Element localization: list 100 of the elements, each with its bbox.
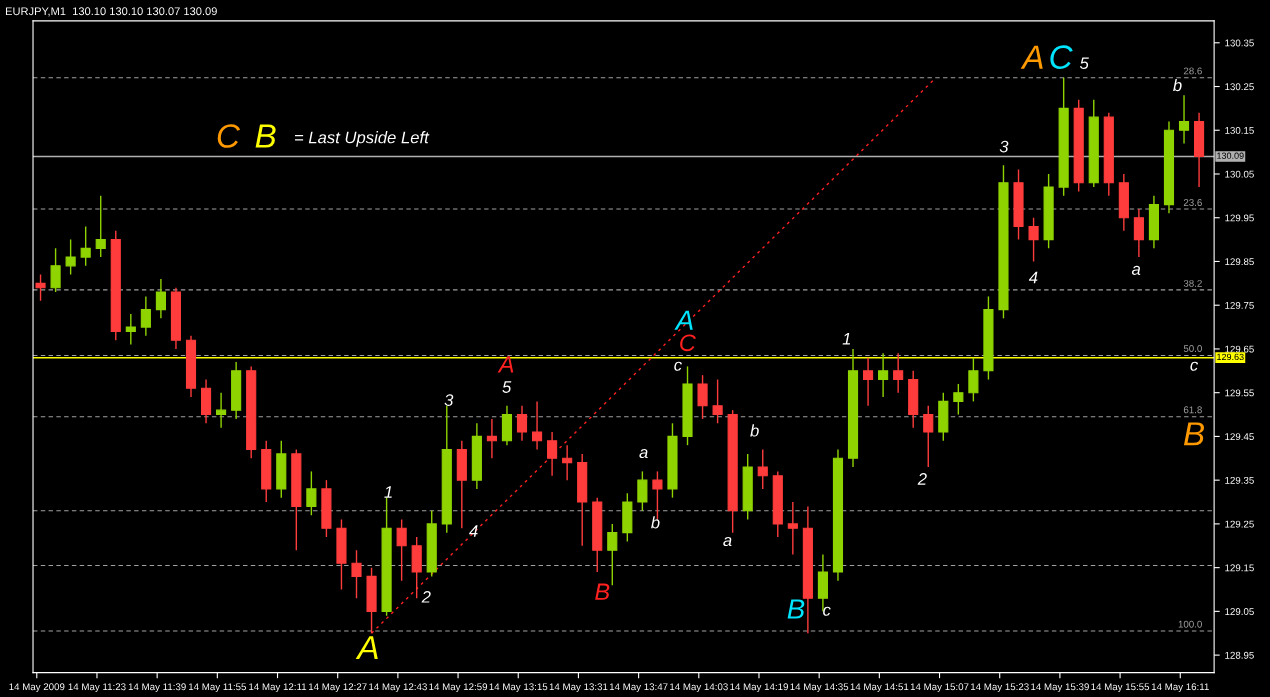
annotation: 5 xyxy=(502,381,512,393)
y-tick-label: 129.45 xyxy=(1225,433,1254,441)
candlestick xyxy=(80,225,91,267)
x-tick-label: 14 May 14:19 xyxy=(730,683,788,693)
annotation: 1 xyxy=(384,486,392,498)
annotation: a xyxy=(723,536,732,547)
candlestick xyxy=(95,195,106,258)
annotation: A xyxy=(497,356,514,373)
candlestick xyxy=(953,383,964,416)
annotation: A xyxy=(674,310,693,330)
annotation: C xyxy=(1050,45,1073,69)
annotation: = Last Upside Left xyxy=(295,131,430,147)
x-tick-label: 14 May 15:55 xyxy=(1091,683,1150,693)
candlestick xyxy=(35,273,46,302)
y-tick-label: 129.25 xyxy=(1225,520,1254,528)
x-tick-label: 14 May 11:39 xyxy=(128,683,186,693)
y-tick-label: 129.65 xyxy=(1225,345,1254,353)
y-tick-label: 130.05 xyxy=(1225,170,1254,178)
candlestick xyxy=(351,549,362,599)
annotation: B xyxy=(255,124,276,148)
annotation: B xyxy=(787,599,805,619)
candlestick xyxy=(893,352,904,394)
x-tick-label: 14 May 14:35 xyxy=(790,683,849,693)
y-tick-label: 130.35 xyxy=(1225,39,1254,47)
x-tick-label: 14 May 13:15 xyxy=(489,683,548,693)
candlestick xyxy=(140,295,151,337)
x-tick-label: 14 May 11:55 xyxy=(188,683,247,693)
x-tick-label: 14 May 15:39 xyxy=(1031,683,1089,693)
annotation: b xyxy=(651,516,660,529)
x-tick-label: 14 May 12:11 xyxy=(249,683,307,693)
annotation: 50.0 xyxy=(1183,345,1202,352)
y-tick-label: 129.15 xyxy=(1225,564,1254,572)
x-tick-label: 14 May 13:31 xyxy=(549,683,608,693)
candlestick xyxy=(697,374,708,420)
candlestick xyxy=(712,378,723,424)
annotation: c xyxy=(823,606,831,616)
chart-title: EURJPY,M1 130.10 130.10 130.07 130.09 xyxy=(5,7,217,17)
x-tick-label: 14 May 12:43 xyxy=(369,683,427,693)
y-tick-label: 128.95 xyxy=(1225,651,1254,659)
candlestick xyxy=(1028,217,1039,263)
annotation: A xyxy=(355,636,378,660)
annotation: 28.6 xyxy=(1183,67,1202,75)
x-tick-label: 14 May 11:23 xyxy=(68,683,126,693)
annotation: A xyxy=(1020,45,1043,69)
x-tick-label: 14 May 14:51 xyxy=(850,683,909,693)
annotation: 4 xyxy=(1028,271,1038,284)
ref-line-label: 130.09 xyxy=(1217,152,1244,159)
candlestick xyxy=(516,405,528,442)
annotation: c xyxy=(674,361,682,371)
candlestick xyxy=(923,405,934,468)
candlestick xyxy=(787,501,798,556)
candlestick xyxy=(562,444,573,481)
x-tick-label: 14 May 12:27 xyxy=(308,683,367,693)
annotation: c xyxy=(1190,361,1199,371)
y-tick-label: 129.35 xyxy=(1225,476,1254,484)
annotation: 3 xyxy=(444,394,454,406)
y-tick-label: 130.25 xyxy=(1225,83,1254,91)
annotation: C xyxy=(217,124,241,148)
candlestick xyxy=(862,356,874,407)
annotation: 38.2 xyxy=(1183,279,1202,287)
annotation: 5 xyxy=(1079,57,1089,70)
annotation: b xyxy=(750,424,759,437)
annotation: B xyxy=(1183,422,1205,446)
ref-line-label: 129.63 xyxy=(1217,353,1244,361)
annotation: 3 xyxy=(999,140,1009,153)
candlestick xyxy=(637,470,648,512)
x-tick-label: 14 May 12:59 xyxy=(429,683,488,693)
annotation: a xyxy=(1131,265,1141,275)
x-tick-label: 14 May 15:23 xyxy=(971,683,1029,693)
annotation: b xyxy=(1173,78,1182,92)
candlestick xyxy=(65,238,76,276)
candlestick xyxy=(306,470,317,516)
annotation: 61.8 xyxy=(1183,406,1202,414)
annotation: B xyxy=(595,583,610,600)
y-tick-label: 130.15 xyxy=(1225,126,1254,134)
annotation: 23.6 xyxy=(1183,199,1202,206)
annotation: 100.0 xyxy=(1178,620,1202,628)
y-tick-label: 129.95 xyxy=(1225,214,1254,222)
x-tick-label: 14 May 2009 xyxy=(9,683,65,693)
y-tick-label: 129.75 xyxy=(1225,301,1254,309)
annotation: a xyxy=(639,448,648,459)
y-tick-label: 129.55 xyxy=(1225,389,1254,397)
candlestick xyxy=(547,431,558,477)
annotation: C xyxy=(680,334,696,352)
x-tick-label: 14 May 15:07 xyxy=(910,683,969,693)
y-tick-label: 129.85 xyxy=(1225,258,1254,266)
annotation: 2 xyxy=(917,473,927,485)
candlestick xyxy=(1133,208,1144,258)
y-tick-label: 129.05 xyxy=(1225,608,1254,615)
annotation: 4 xyxy=(469,525,478,537)
x-tick-label: 14 May 14:03 xyxy=(670,683,728,693)
annotation: 1 xyxy=(842,333,851,345)
candlestick xyxy=(396,518,407,582)
candlestick xyxy=(155,278,166,320)
annotation: 2 xyxy=(421,590,431,603)
candlestick xyxy=(486,418,497,459)
candlestick xyxy=(125,313,136,346)
x-tick-label: 14 May 13:47 xyxy=(609,683,668,693)
candlestick xyxy=(1178,94,1190,145)
candlestick xyxy=(531,400,543,451)
